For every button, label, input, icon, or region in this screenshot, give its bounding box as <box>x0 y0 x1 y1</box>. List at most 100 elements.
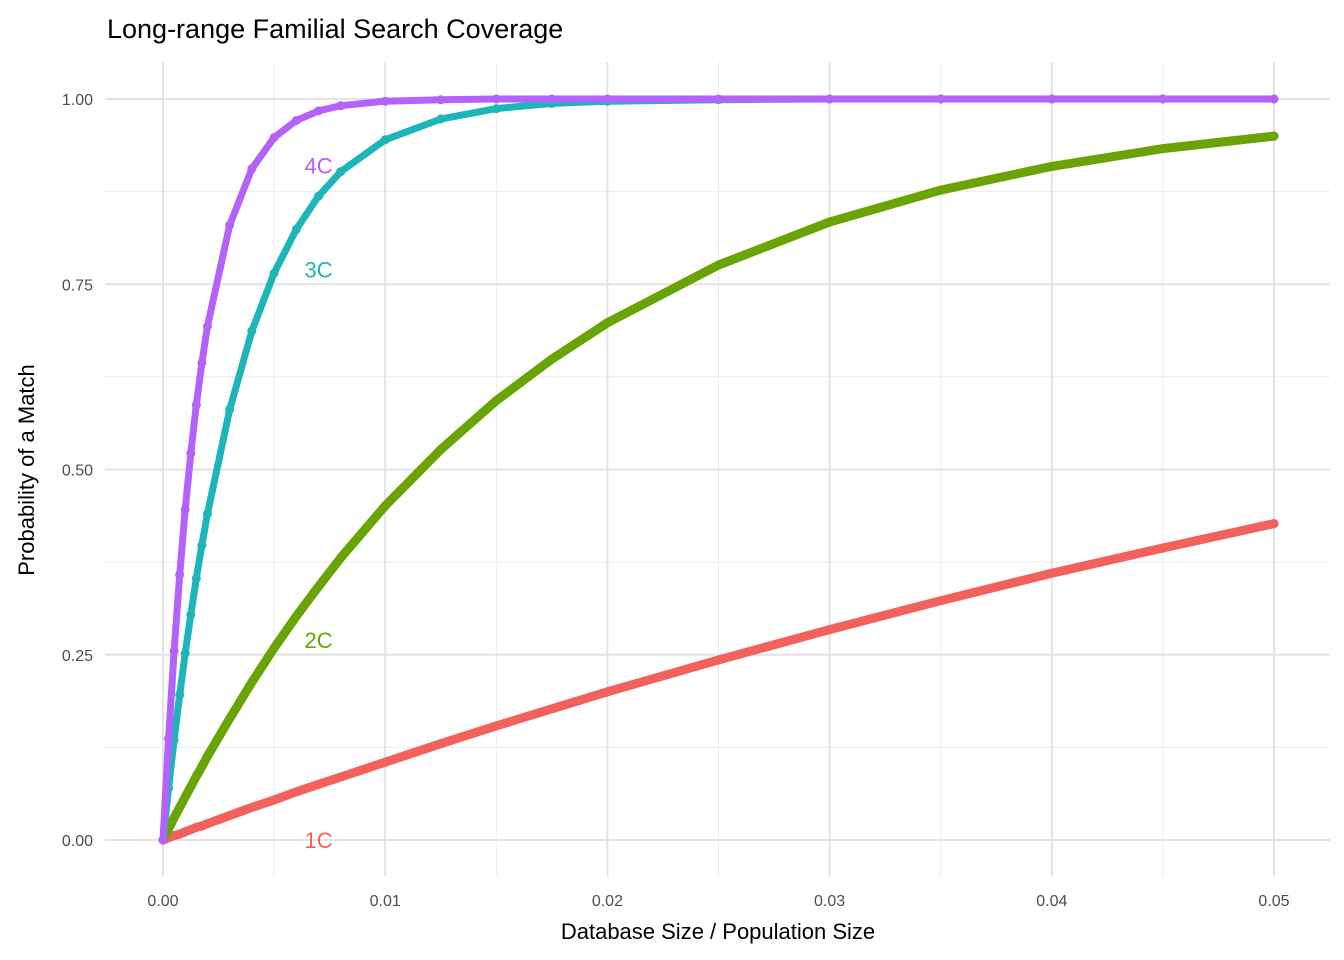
data-point-4C <box>491 94 501 104</box>
data-point-4C <box>1047 94 1057 104</box>
y-tick-label: 0.75 <box>62 277 93 294</box>
data-point-1C <box>491 721 501 731</box>
data-point-2C <box>291 611 301 621</box>
data-point-2C <box>602 318 612 328</box>
data-point-1C <box>202 819 212 829</box>
grid <box>105 62 1330 876</box>
data-point-4C <box>269 133 279 143</box>
data-point-2C <box>175 802 185 812</box>
curve-label-3C: 3C <box>304 257 332 282</box>
data-point-1C <box>336 772 346 782</box>
curve-label-1C: 1C <box>304 828 332 853</box>
data-point-3C <box>336 167 346 177</box>
data-point-3C <box>269 268 279 278</box>
data-point-1C <box>547 704 557 714</box>
chart-title: Long-range Familial Search Coverage <box>107 14 563 44</box>
data-point-4C <box>314 106 324 116</box>
data-point-4C <box>197 358 207 368</box>
data-point-1C <box>269 795 279 805</box>
data-point-4C <box>825 94 835 104</box>
x-tick-label: 0.05 <box>1258 893 1289 910</box>
data-point-2C <box>1158 144 1168 154</box>
data-point-4C <box>180 505 190 515</box>
data-point-1C <box>936 596 946 606</box>
data-point-4C <box>1158 94 1168 104</box>
data-point-1C <box>714 655 723 665</box>
y-tick-label: 0.25 <box>62 648 93 665</box>
data-point-1C <box>314 779 324 789</box>
data-point-3C <box>291 224 301 234</box>
y-tick-label: 0.00 <box>62 833 93 850</box>
data-point-2C <box>1269 131 1279 141</box>
data-point-2C <box>191 771 201 781</box>
data-point-4C <box>436 95 446 105</box>
curve-label-2C: 2C <box>304 628 332 653</box>
data-point-2C <box>936 185 946 195</box>
y-axis-title: Probability of a Match <box>14 364 39 576</box>
series-4C <box>158 94 1279 845</box>
data-point-2C <box>186 782 196 792</box>
data-point-2C <box>197 762 207 772</box>
data-point-4C <box>169 646 179 656</box>
data-point-3C <box>202 509 212 519</box>
data-point-4C <box>202 321 212 331</box>
data-point-4C <box>247 164 257 174</box>
data-point-4C <box>191 400 201 410</box>
data-point-1C <box>380 757 390 767</box>
data-point-4C <box>380 96 390 106</box>
data-point-2C <box>714 260 723 270</box>
data-point-2C <box>202 751 212 761</box>
series-layer <box>158 94 1279 845</box>
data-point-4C <box>547 94 557 104</box>
data-point-3C <box>197 540 207 550</box>
data-point-2C <box>380 501 390 511</box>
data-point-1C <box>602 687 612 697</box>
data-point-1C <box>1158 543 1168 553</box>
x-tick-label: 0.02 <box>592 893 623 910</box>
x-tick-label: 0.01 <box>370 893 401 910</box>
curve-label-4C: 4C <box>304 154 332 179</box>
data-point-4C <box>714 94 723 104</box>
data-point-1C <box>436 739 446 749</box>
data-point-1C <box>1047 568 1057 578</box>
data-point-4C <box>602 94 612 104</box>
x-tick-label: 0.00 <box>147 893 178 910</box>
data-point-4C <box>1269 94 1279 104</box>
data-point-4C <box>225 220 235 230</box>
series-2C <box>158 131 1279 845</box>
data-point-3C <box>247 326 257 336</box>
data-point-3C <box>491 104 501 114</box>
y-tick-label: 0.50 <box>62 463 93 480</box>
annotations: 1C 2C 3C 4C <box>304 154 332 853</box>
data-point-3C <box>191 573 201 583</box>
series-line-4C <box>159 95 1278 844</box>
data-point-3C <box>186 610 196 620</box>
data-point-3C <box>436 114 446 124</box>
x-tick-label: 0.03 <box>814 893 845 910</box>
data-point-2C <box>825 217 835 227</box>
x-tick-label: 0.04 <box>1036 893 1067 910</box>
data-point-1C <box>1269 519 1279 529</box>
data-point-4C <box>291 115 301 125</box>
data-point-4C <box>186 448 196 458</box>
data-point-3C <box>180 648 190 658</box>
data-point-2C <box>269 643 279 653</box>
data-point-2C <box>436 444 446 454</box>
y-tick-label: 1.00 <box>62 92 93 109</box>
data-point-1C <box>825 625 835 635</box>
data-point-3C <box>380 135 390 145</box>
data-point-2C <box>1047 161 1057 171</box>
x-axis-ticks: 0.00 0.01 0.02 0.03 0.04 0.05 <box>147 893 1289 910</box>
data-point-4C <box>336 101 346 111</box>
data-point-4C <box>164 733 174 743</box>
data-point-3C <box>314 191 324 201</box>
data-point-4C <box>936 94 946 104</box>
data-point-2C <box>169 813 179 823</box>
x-axis-title: Database Size / Population Size <box>561 919 875 944</box>
data-point-2C <box>314 582 324 592</box>
data-point-1C <box>225 811 235 821</box>
data-point-3C <box>225 404 235 414</box>
data-point-2C <box>180 792 190 802</box>
data-point-2C <box>225 713 235 723</box>
